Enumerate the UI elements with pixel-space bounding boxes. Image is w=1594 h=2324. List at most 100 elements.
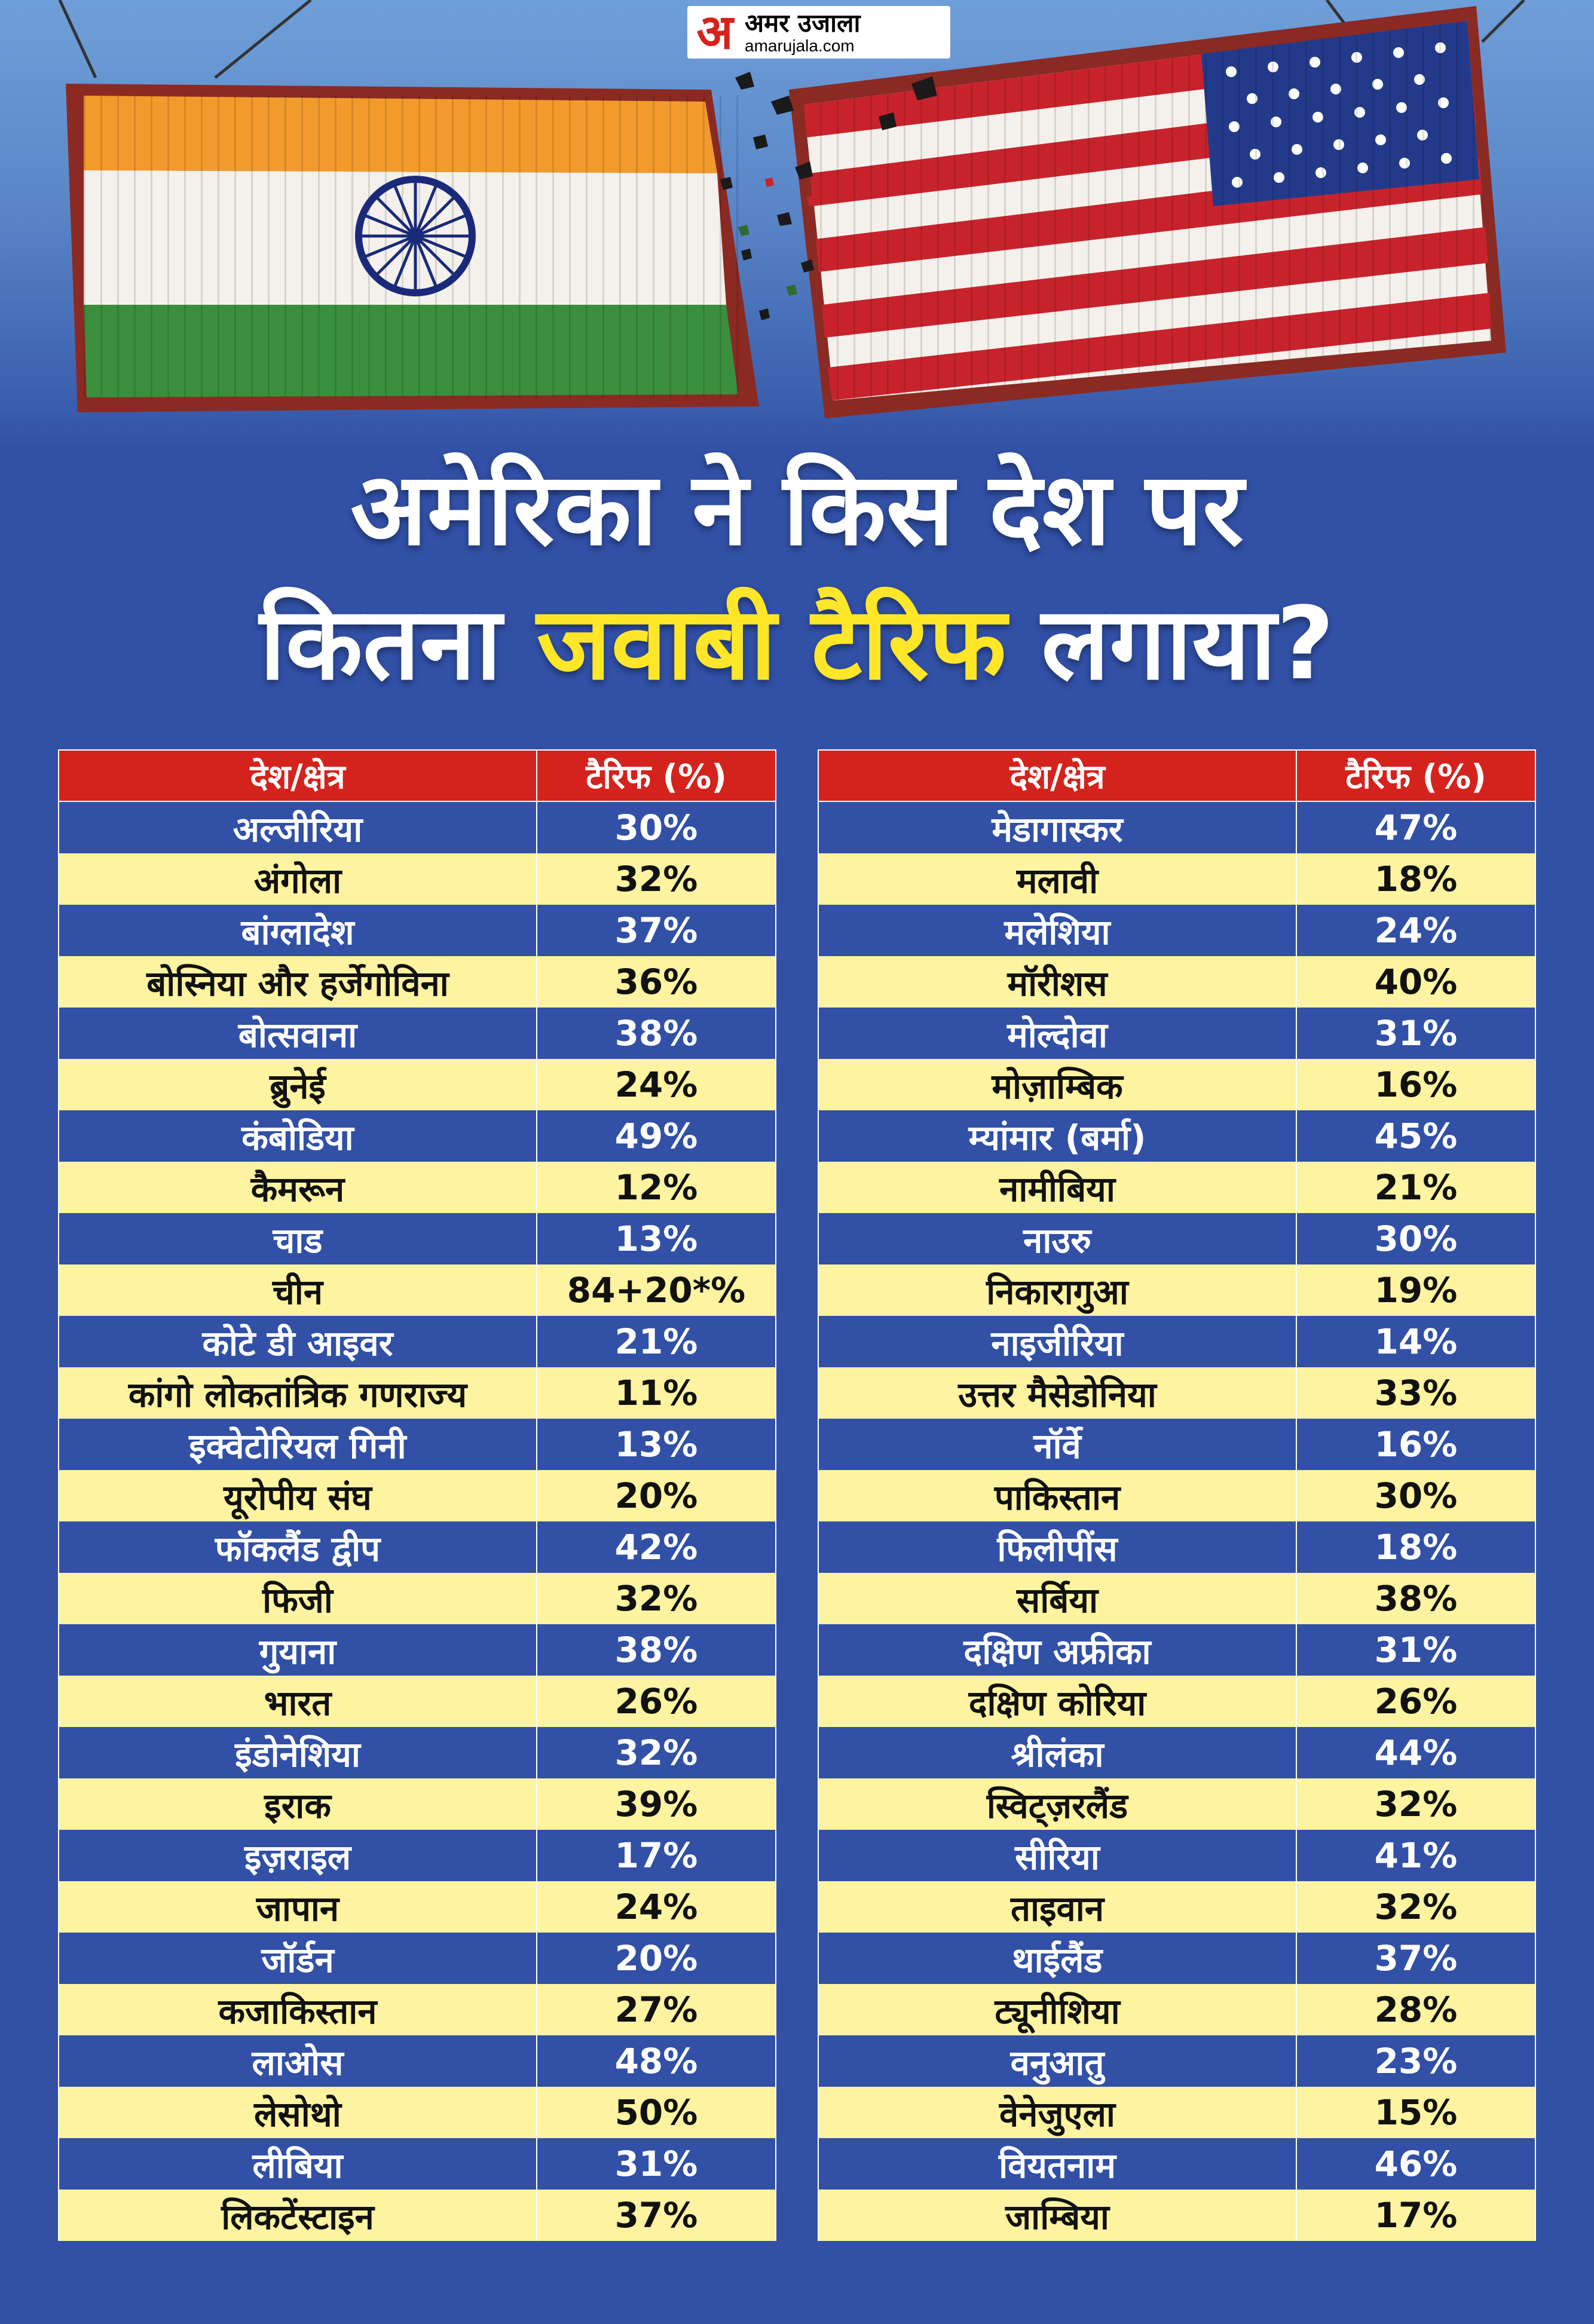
country-cell: फिजी [58, 1573, 537, 1624]
country-cell: सीरिया [818, 1830, 1297, 1881]
country-cell: फिलीपींस [818, 1521, 1297, 1573]
country-cell: उत्तर मैसेडोनिया [818, 1367, 1297, 1419]
country-cell: फॉकलैंड द्वीप [58, 1521, 537, 1573]
table-row: यूरोपीय संघ 20% [58, 1470, 776, 1521]
table-row: स्विट्ज़रलैंड 32% [818, 1778, 1536, 1830]
tariff-cell: 33% [1296, 1367, 1536, 1419]
country-cell: दक्षिण कोरिया [818, 1676, 1297, 1727]
country-cell: बोत्सवाना [58, 1008, 537, 1059]
tariff-cell: 14% [1296, 1316, 1536, 1367]
country-cell: पाकिस्तान [818, 1470, 1297, 1521]
table-row: ब्रुनेई 24% [58, 1059, 776, 1110]
tariff-cell: 37% [1296, 1933, 1536, 1984]
amar-ujala-logo: अ अमर उजाला amarujala.com [687, 6, 950, 59]
tariff-cell: 12% [536, 1162, 776, 1213]
country-cell: लेसोथो [58, 2087, 537, 2138]
tariff-cell: 32% [1296, 1778, 1536, 1830]
table-row: कोटे डी आइवर 21% [58, 1316, 776, 1367]
country-cell: जाम्बिया [818, 2190, 1297, 2241]
tariff-cell: 49% [536, 1110, 776, 1162]
table-row: इराक 39% [58, 1778, 776, 1830]
country-cell: सर्बिया [818, 1573, 1297, 1624]
tariff-cell: 18% [1296, 1521, 1536, 1573]
table-row: इज़राइल 17% [58, 1830, 776, 1881]
table-row: गुयाना 38% [58, 1624, 776, 1676]
table-row: अंगोला 32% [58, 853, 776, 905]
tariff-cell: 24% [1296, 905, 1536, 956]
tariff-cell: 17% [536, 1830, 776, 1881]
country-cell: वियतनाम [818, 2138, 1297, 2190]
country-cell: श्रीलंका [818, 1727, 1297, 1778]
tariff-cell: 27% [536, 1984, 776, 2035]
logo-hindi-text: अमर उजाला [745, 8, 861, 38]
country-cell: इंडोनेशिया [58, 1727, 537, 1778]
header-tariff: टैरिफ (%) [1296, 749, 1536, 802]
tariff-cell: 47% [1296, 801, 1536, 853]
tariff-cell: 31% [1296, 1624, 1536, 1676]
title-highlight: जवाबी टैरिफ [536, 585, 1006, 702]
country-cell: म्यांमार (बर्मा) [818, 1110, 1297, 1162]
tariff-cell: 24% [536, 1059, 776, 1110]
country-cell: कजाकिस्तान [58, 1984, 537, 2035]
table-row: कैमरून 12% [58, 1162, 776, 1213]
table-row: कंबोडिया 49% [58, 1110, 776, 1162]
country-cell: इज़राइल [58, 1830, 537, 1881]
tariff-cell: 23% [1296, 2035, 1536, 2087]
table-header-row: देश/क्षेत्र टैरिफ (%) [58, 749, 776, 802]
country-cell: ब्रुनेई [58, 1059, 537, 1110]
table-row: थाईलैंड 37% [818, 1933, 1536, 1984]
tariff-cell: 48% [536, 2035, 776, 2087]
table-row: नॉर्वे 16% [818, 1419, 1536, 1470]
country-cell: बोस्निया और हर्जेगोविना [58, 956, 537, 1008]
table-row: मॉरीशस 40% [818, 956, 1536, 1008]
country-cell: दक्षिण अफ्रीका [818, 1624, 1297, 1676]
india-flag-container [66, 84, 759, 412]
table-row: मोल्दोवा 31% [818, 1008, 1536, 1059]
tariff-cell: 26% [536, 1676, 776, 1727]
usa-flag-container [789, 6, 1506, 418]
table-row: चाड 13% [58, 1213, 776, 1264]
tariff-cell: 37% [536, 2190, 776, 2241]
table-row: कांगो लोकतांत्रिक गणराज्य 11% [58, 1367, 776, 1419]
country-cell: थाईलैंड [818, 1933, 1297, 1984]
tariff-cell: 30% [1296, 1470, 1536, 1521]
table-row: निकारागुआ 19% [818, 1264, 1536, 1316]
page-title: अमेरिका ने किस देश पर कितना जवाबी टैरिफ … [0, 442, 1594, 711]
hero-illustration: अ अमर उजाला amarujala.com [0, 0, 1594, 454]
country-cell: मेडागास्कर [818, 801, 1297, 853]
table-row: फिजी 32% [58, 1573, 776, 1624]
country-cell: मोल्दोवा [818, 1008, 1297, 1059]
tariff-table-left: देश/क्षेत्र टैरिफ (%) अल्जीरिया 30% अंगोला… [58, 749, 776, 2241]
country-cell: स्विट्ज़रलैंड [818, 1778, 1297, 1830]
country-cell: यूरोपीय संघ [58, 1470, 537, 1521]
tariff-cell: 32% [1296, 1881, 1536, 1933]
table-row: चीन 84+20*% [58, 1264, 776, 1316]
tariff-cell: 26% [1296, 1676, 1536, 1727]
tariff-cell: 21% [536, 1316, 776, 1367]
tariff-cell: 38% [536, 1008, 776, 1059]
tariff-cell: 38% [1296, 1573, 1536, 1624]
tariff-cell: 84+20*% [536, 1264, 776, 1316]
ashoka-chakra-icon [355, 176, 476, 296]
logo-site-text: amarujala.com [745, 36, 855, 55]
country-cell: इक्वेटोरियल गिनी [58, 1419, 537, 1470]
tariff-cell: 20% [536, 1933, 776, 1984]
tariff-cell: 30% [1296, 1213, 1536, 1264]
tariff-cell: 30% [536, 801, 776, 853]
table-row: बांग्लादेश 37% [58, 905, 776, 956]
table-row: मलावी 18% [818, 853, 1536, 905]
table-row: अल्जीरिया 30% [58, 801, 776, 853]
table-row: नाउरु 30% [818, 1213, 1536, 1264]
tariff-table-right: देश/क्षेत्र टैरिफ (%) मेडागास्कर 47% मलावी… [818, 749, 1536, 2241]
country-cell: मोज़ाम्बिक [818, 1059, 1297, 1110]
country-cell: वेनेजुएला [818, 2087, 1297, 2138]
table-row: नाइजीरिया 14% [818, 1316, 1536, 1367]
title-line-2: कितना जवाबी टैरिफ लगाया? [0, 577, 1594, 711]
country-cell: ट्यूनीशिया [818, 1984, 1297, 2035]
logo-mark: अ [696, 4, 733, 60]
title-line-1: अमेरिका ने किस देश पर [350, 451, 1244, 568]
country-cell: जॉर्डन [58, 1933, 537, 1984]
tariff-cell: 50% [536, 2087, 776, 2138]
table-row: वनुआतु 23% [818, 2035, 1536, 2087]
tariff-cell: 24% [536, 1881, 776, 1933]
